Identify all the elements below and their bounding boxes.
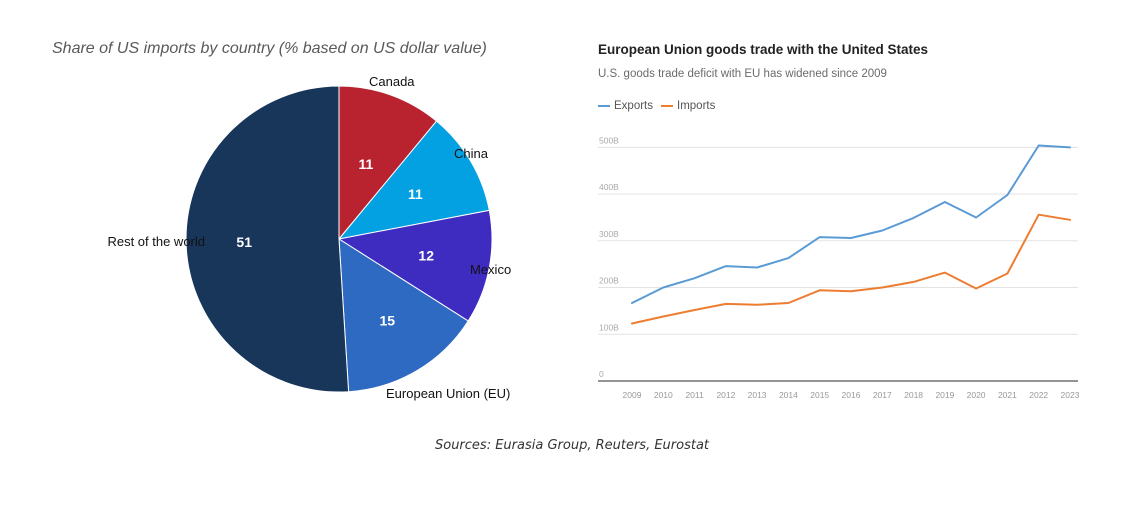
x-tick-label: 2015: [810, 390, 829, 400]
pie-slice-european-union-eu: [338, 238, 469, 393]
x-tick-label: 2020: [967, 390, 986, 400]
pie-value-label-china: 11: [408, 186, 423, 202]
x-tick-label: 2022: [1029, 390, 1048, 400]
pie-value-label-canada: 11: [358, 156, 373, 172]
x-tick-label: 2017: [873, 390, 892, 400]
pie-category-label-european-union-eu: European Union (EU): [386, 386, 510, 401]
x-tick-label: 2016: [842, 390, 861, 400]
source-note: Sources: Eurasia Group, Reuters, Eurosta…: [434, 438, 710, 453]
x-tick-label: 2013: [748, 390, 767, 400]
pie-category-label-china: China: [454, 146, 489, 161]
pie-slice-canada: [338, 85, 438, 241]
pie-value-label-rest-of-the-world: 51: [236, 234, 252, 250]
line-chart-legend: Exports Imports: [598, 100, 723, 112]
pie-slice-china: [337, 120, 490, 240]
line-chart-title: European Union goods trade with the Unit…: [598, 42, 929, 57]
y-tick-label: 500B: [599, 135, 619, 145]
x-tick-label: 2012: [716, 390, 735, 400]
pie-value-label-european-union-eu: 15: [380, 313, 396, 329]
x-tick-label: 2009: [623, 390, 642, 400]
pie-category-label-canada: Canada: [369, 74, 415, 89]
pie-category-label-mexico: Mexico: [470, 262, 511, 277]
series-line-exports: [631, 144, 1071, 304]
x-tick-label: 2019: [935, 390, 954, 400]
x-tick-label: 2011: [685, 390, 704, 400]
line-chart-subtitle: U.S. goods trade deficit with EU has wid…: [598, 68, 887, 80]
x-tick-label: 2023: [1061, 390, 1080, 400]
y-tick-label: 300B: [599, 229, 619, 239]
legend-item-exports: Exports: [598, 100, 653, 112]
pie-slice-rest-of-the-world: [185, 85, 350, 393]
legend-label-exports: Exports: [614, 100, 653, 112]
series-line-imports: [631, 213, 1071, 325]
legend-label-imports: Imports: [677, 100, 716, 112]
pie-chart-title: Share of US imports by country (% based …: [52, 40, 487, 57]
pie-slice-mexico: [337, 209, 493, 322]
pie-category-label-rest-of-the-world: Rest of the world: [107, 234, 205, 249]
y-tick-label: 200B: [599, 276, 619, 286]
y-tick-label: 100B: [599, 322, 619, 332]
legend-swatch-imports: [661, 105, 673, 107]
x-tick-label: 2018: [904, 390, 923, 400]
x-tick-label: 2014: [779, 390, 798, 400]
y-tick-label: 400B: [599, 182, 619, 192]
x-tick-label: 2010: [654, 390, 673, 400]
legend-item-imports: Imports: [661, 100, 715, 112]
y-tick-label: 0: [599, 369, 604, 379]
x-tick-label: 2021: [998, 390, 1017, 400]
pie-value-label-mexico: 12: [418, 248, 434, 264]
legend-swatch-exports: [598, 105, 610, 107]
